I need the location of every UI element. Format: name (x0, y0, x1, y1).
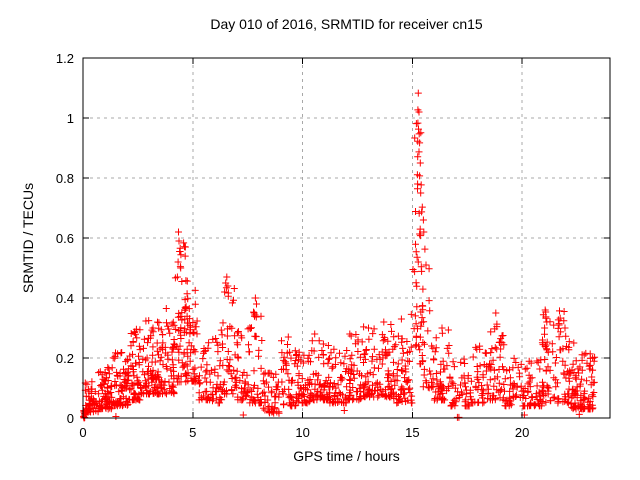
y-tick-label: 0.6 (56, 231, 74, 246)
y-tick-label: 0 (67, 411, 74, 426)
y-tick-label: 1 (67, 111, 74, 126)
x-tick-label: 15 (405, 425, 419, 440)
x-tick-label: 0 (79, 425, 86, 440)
x-tick-label: 5 (189, 425, 196, 440)
scatter-points (80, 89, 599, 422)
y-axis-label: SRMTID / TECUs (20, 182, 36, 294)
y-tick-label: 1.2 (56, 51, 74, 66)
y-tick-label: 0.4 (56, 291, 74, 306)
y-tick-label: 0.8 (56, 171, 74, 186)
chart-title: Day 010 of 2016, SRMTID for receiver cn1… (210, 16, 483, 32)
x-tick-label: 20 (515, 425, 529, 440)
x-tick-label: 10 (295, 425, 309, 440)
y-tick-label: 0.2 (56, 351, 74, 366)
x-axis-label: GPS time / hours (293, 448, 400, 464)
